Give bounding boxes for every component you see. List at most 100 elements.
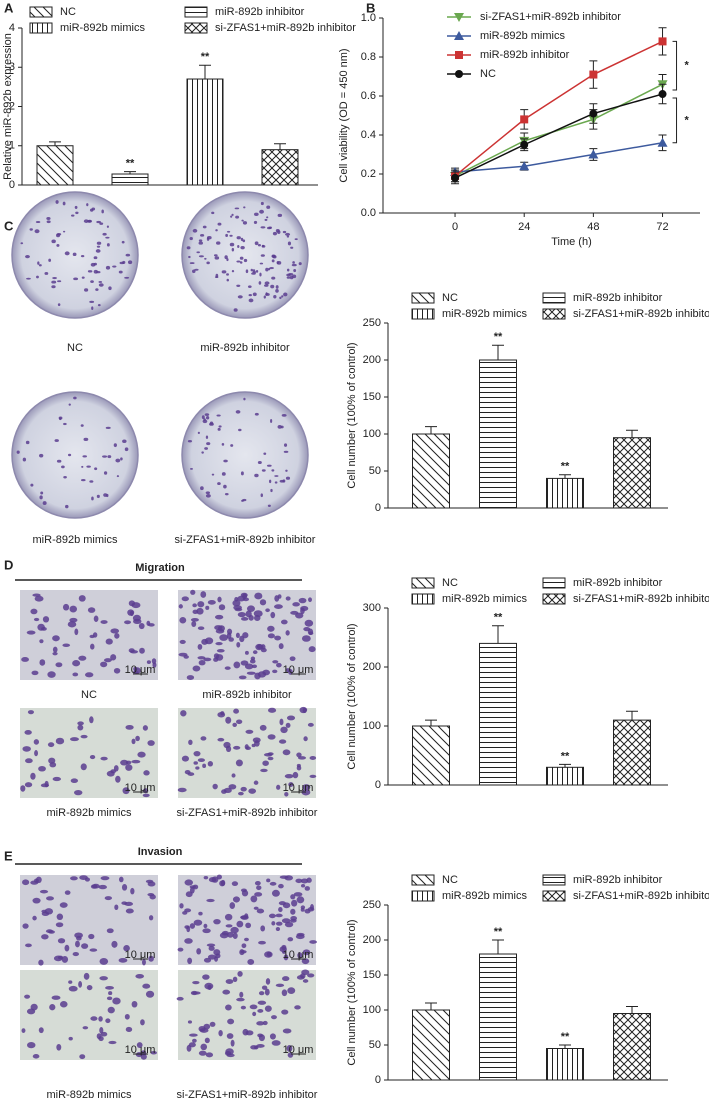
- cell: [244, 744, 249, 750]
- cell: [120, 759, 129, 766]
- cell: [187, 439, 193, 443]
- cell: [237, 295, 243, 299]
- cell: [58, 416, 63, 420]
- cell: [235, 759, 243, 767]
- cell: [26, 277, 31, 280]
- y-tick-label: 1.0: [361, 12, 376, 24]
- cell: [124, 1013, 130, 1020]
- y-tick-label: 0.2: [361, 168, 376, 180]
- cell: [203, 923, 208, 929]
- cell: [229, 902, 236, 910]
- cell: [223, 484, 227, 489]
- cell: [203, 957, 212, 963]
- cell: [309, 756, 317, 761]
- cell: [290, 908, 296, 915]
- cell: [121, 884, 128, 891]
- cell: [231, 269, 235, 273]
- cell: [103, 658, 112, 663]
- cell: [148, 915, 154, 921]
- cell: [224, 913, 233, 921]
- cell: [266, 464, 272, 467]
- image-caption: miR-892b inhibitor: [200, 342, 290, 354]
- cell: [257, 1009, 264, 1013]
- cell: [197, 431, 200, 435]
- cell: [281, 1009, 289, 1015]
- cell: [206, 261, 210, 265]
- cell: [278, 907, 283, 913]
- cell: [142, 983, 151, 989]
- cell: [241, 499, 244, 502]
- marker: [658, 90, 667, 99]
- cell: [186, 246, 191, 250]
- cell: [225, 979, 234, 984]
- cell: [281, 944, 287, 951]
- cell: [20, 785, 26, 792]
- error-bar: [626, 1006, 638, 1014]
- cell: [214, 625, 223, 631]
- cell: [285, 630, 290, 636]
- cell: [189, 467, 193, 470]
- legend-label: miR-892b inhibitor: [480, 49, 570, 61]
- bracket: [672, 97, 678, 144]
- cell: [106, 243, 110, 247]
- y-tick-label: 0.0: [361, 207, 376, 219]
- legend-marker: [454, 31, 464, 40]
- cell: [78, 980, 83, 988]
- cell: [197, 601, 205, 608]
- cell: [279, 718, 284, 726]
- cell: [24, 729, 32, 735]
- cell: [113, 667, 121, 674]
- cell: [202, 928, 211, 934]
- cell: [81, 465, 84, 468]
- cell: [272, 669, 278, 674]
- cell: [213, 918, 221, 925]
- y-axis-label: Cell number (100% of control): [346, 919, 358, 1065]
- cell: [146, 660, 151, 664]
- cell: [232, 976, 238, 982]
- cell: [185, 891, 193, 898]
- cell: [82, 455, 87, 458]
- cell: [215, 273, 219, 278]
- cell: [37, 261, 40, 265]
- cell: [131, 738, 136, 745]
- cell: [205, 493, 211, 498]
- cell: [230, 926, 239, 934]
- cell: [209, 421, 214, 425]
- cell: [291, 899, 298, 907]
- cell: [278, 739, 287, 744]
- cell: [86, 465, 91, 468]
- cell: [231, 213, 234, 217]
- cell: [90, 884, 98, 889]
- micrograph: [20, 708, 158, 798]
- cell: [125, 724, 134, 730]
- marker: [589, 70, 598, 79]
- cell: [225, 716, 232, 724]
- cell: [308, 646, 316, 653]
- y-tick-label: 0: [9, 179, 15, 191]
- cell: [90, 1016, 98, 1021]
- cell: [280, 726, 288, 734]
- cell: [279, 296, 282, 300]
- cell: [108, 991, 113, 996]
- legend-swatch: [542, 890, 566, 902]
- cell: [63, 230, 66, 233]
- error-bar: [559, 474, 571, 479]
- cell: [236, 997, 245, 1002]
- cell: [224, 492, 229, 496]
- cell: [240, 471, 244, 476]
- cell: [202, 419, 208, 424]
- line: [454, 40, 663, 177]
- legend-label: si-ZFAS1+miR-892b inhibitor: [480, 11, 621, 23]
- cell: [211, 473, 215, 476]
- panel-label: E: [4, 848, 13, 863]
- image-caption: miR-892b mimics: [33, 534, 118, 546]
- cell: [83, 219, 89, 223]
- cell: [90, 280, 94, 284]
- cell: [96, 241, 102, 245]
- cell: [256, 1021, 265, 1026]
- cell: [205, 605, 210, 610]
- cell: [124, 276, 130, 279]
- cell: [106, 770, 115, 777]
- cell: [192, 980, 200, 985]
- cell: [202, 763, 207, 768]
